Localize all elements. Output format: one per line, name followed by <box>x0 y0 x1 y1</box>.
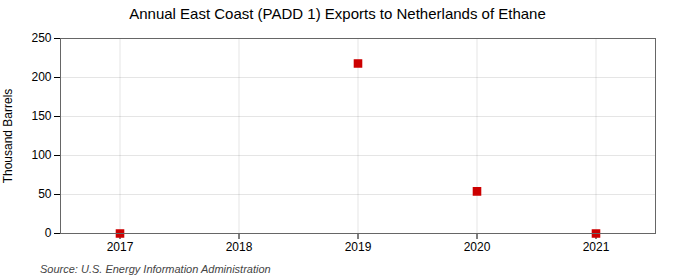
svg-text:50: 50 <box>38 187 52 201</box>
svg-text:Thousand Barrels: Thousand Barrels <box>1 89 15 184</box>
svg-text:2021: 2021 <box>583 240 610 254</box>
html-text:Annual East Coast (PADD 1) Exp: Annual East Coast (PADD 1) Exports to Ne… <box>129 5 546 22</box>
svg-text:2019: 2019 <box>345 240 372 254</box>
svg-text:2018: 2018 <box>226 240 253 254</box>
svg-text:250: 250 <box>31 31 51 45</box>
svg-text:2020: 2020 <box>464 240 491 254</box>
svg-text:150: 150 <box>31 109 51 123</box>
svg-text:200: 200 <box>31 70 51 84</box>
svg-text:0: 0 <box>45 226 52 240</box>
svg-text:100: 100 <box>31 148 51 162</box>
svg-text:2017: 2017 <box>107 240 134 254</box>
html-text:Source: U.S. Energy Informatio: Source: U.S. Energy Information Administ… <box>40 263 271 275</box>
